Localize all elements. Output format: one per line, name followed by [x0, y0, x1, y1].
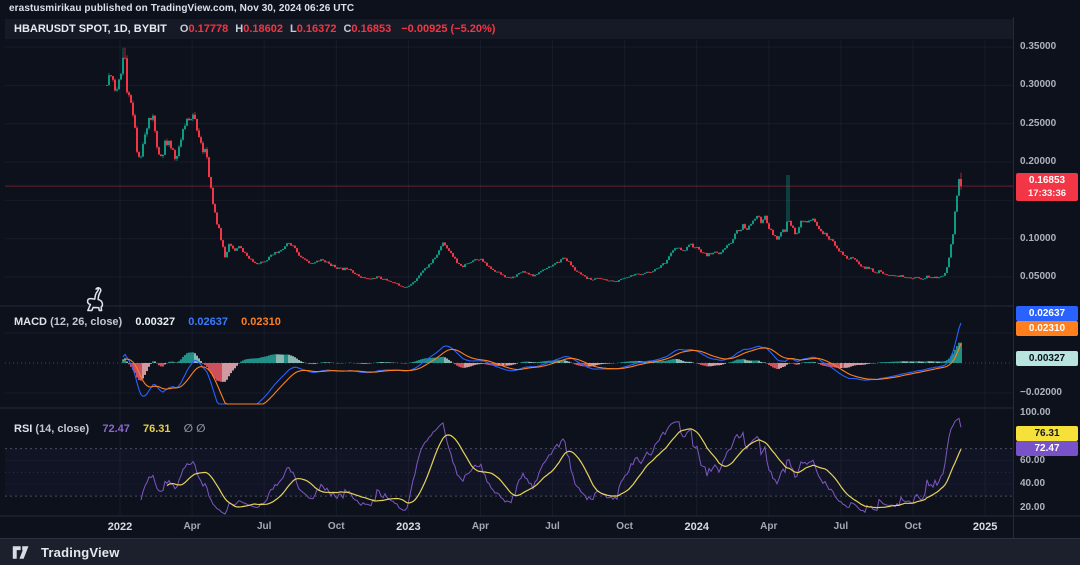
price-tick: 0.25000 — [1020, 117, 1057, 129]
time-tick: Apr — [183, 521, 201, 532]
time-tick: 2024 — [684, 521, 709, 533]
ohlc-prefix: O — [179, 23, 189, 35]
macd-line-value: 0.02637 — [188, 316, 228, 328]
rsi-badge: 72.47 — [1016, 441, 1078, 456]
time-tick: Apr — [471, 521, 490, 532]
rsi-legend: RSI (14, close) 72.47 76.31 ∅ ∅ — [14, 422, 206, 435]
time-tick: Jul — [833, 521, 849, 532]
rsi-value: 72.47 — [102, 423, 130, 435]
dinosaur-sticker[interactable] — [82, 285, 110, 315]
ohlc-values: O0.17778 H0.18602 L0.16372 C0.16853 — [180, 23, 398, 35]
rsi-tick: 60.00 — [1020, 454, 1046, 466]
brand-name[interactable]: TradingView — [41, 544, 120, 560]
macd-badge: 0.00327 — [1016, 351, 1078, 366]
rsi-extra: ∅ ∅ — [183, 423, 206, 435]
time-tick: 2022 — [107, 521, 133, 533]
footer-bar: TradingView — [0, 538, 1080, 565]
time-tick: Oct — [327, 521, 345, 532]
rsi-badge: 76.31 — [1016, 426, 1078, 441]
time-tick: Oct — [904, 521, 922, 532]
time-tick: Oct — [616, 521, 633, 532]
change-value: −0.00925 (−5.20%) — [401, 23, 496, 35]
rsi-title: RSI — [14, 423, 33, 435]
price-tick: 0.35000 — [1020, 41, 1057, 52]
macd-badge: 0.02310 — [1016, 321, 1078, 336]
macd-badge: 0.02637 — [1016, 306, 1078, 321]
dinosaur-outline — [86, 287, 104, 312]
rsi-tick: 40.00 — [1020, 478, 1046, 490]
price-tick: 0.05000 — [1020, 271, 1057, 282]
time-scale[interactable]: 2022 Apr Jul Oct 2023 Apr Jul Oct 2024 Apr Jul Oct 2… — [0, 516, 1013, 538]
tradingview-logo[interactable] — [12, 545, 34, 560]
rsi-params: (14, close) — [35, 423, 90, 435]
symbol-title: HBARUSDT SPOT, 1D, BYBIT — [14, 23, 167, 35]
macd-tick: −0.02000 — [1020, 387, 1062, 398]
last-price-badge: 0.16853 17:33:36 — [1016, 173, 1078, 202]
macd-title: MACD — [14, 316, 47, 328]
time-tick: Jul — [256, 521, 272, 532]
price-scale[interactable]: 0.35000 0.30000 0.25000 0.20000 0.10000 0.050… — [1014, 17, 1080, 538]
price-tick: 0.30000 — [1020, 79, 1057, 91]
price-tick: 0.20000 — [1020, 156, 1057, 167]
rsi-tick: 100.00 — [1020, 407, 1051, 418]
attribution-text: erastusmirikau published on TradingView.… — [9, 3, 355, 14]
legend-bar — [5, 19, 1013, 39]
time-tick: Jul — [545, 521, 560, 532]
symbol-legend: HBARUSDT SPOT, 1D, BYBIT O0.17778 H0.1860… — [14, 23, 495, 35]
rsi-ma-value: 76.31 — [143, 423, 171, 435]
ohlc-prefix: C — [343, 23, 352, 35]
ohlc-prefix: H — [235, 23, 244, 35]
ohlc-value: 0.16372 — [296, 23, 337, 35]
ohlc-value: 0.16853 — [351, 23, 392, 35]
price-tick: 0.10000 — [1020, 232, 1057, 244]
time-tick: Apr — [760, 521, 778, 532]
macd-hist-value: 0.00327 — [135, 316, 176, 328]
ohlc-prefix: L — [289, 23, 297, 35]
time-tick: 2023 — [396, 521, 421, 533]
macd-signal-value: 0.02310 — [241, 316, 281, 328]
price-pane[interactable] — [5, 40, 1013, 306]
ohlc-value: 0.18602 — [243, 23, 283, 35]
time-tick: 2025 — [972, 521, 998, 533]
macd-params: (12, 26, close) — [50, 316, 123, 328]
macd-legend: MACD (12, 26, close) 0.00327 0.02637 0.0… — [14, 316, 281, 328]
ohlc-value: 0.17778 — [188, 23, 229, 35]
rsi-tick: 20.00 — [1020, 502, 1046, 513]
